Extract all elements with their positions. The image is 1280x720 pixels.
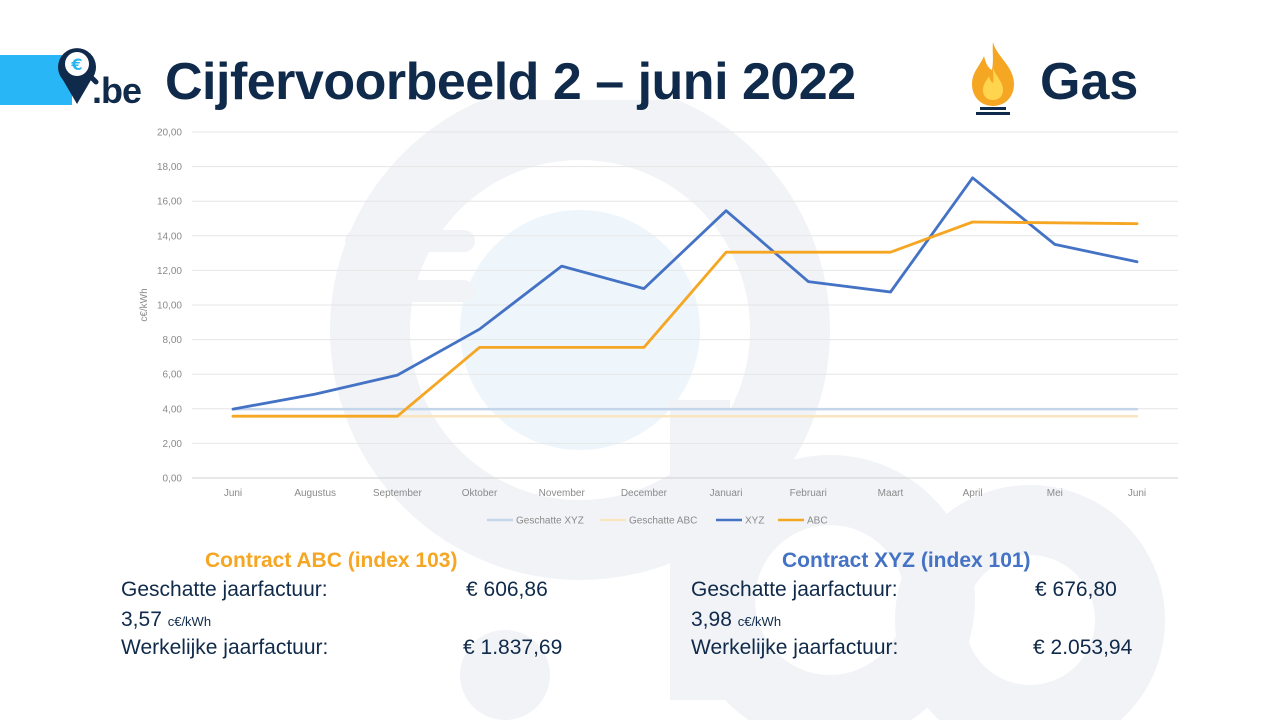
y-axis-label: c€/kWh [139,288,150,321]
contract-xyz-real-label: Werkelijke jaarfactuur: [691,636,899,659]
y-tick-label: 4,00 [163,404,183,415]
y-tick-label: 10,00 [157,301,182,312]
x-tick-label: Augustus [294,488,336,499]
contract-abc-rate-unit: c€/kWh [167,614,212,629]
subject-label: Gas [1040,53,1139,111]
y-tick-label: 14,00 [157,231,182,242]
contract-xyz-est-value: € 676,80 [1035,578,1117,601]
legend-label-xyz: XYZ [745,516,764,527]
contract-xyz-title: Contract XYZ (index 101) [782,549,1031,572]
y-tick-label: 0,00 [163,474,183,485]
legend-label-abc: ABC [807,516,828,527]
contract-xyz-est-label: Geschatte jaarfactuur: [691,578,898,601]
legend-label-geschatte-xyz: Geschatte XYZ [516,516,584,527]
y-tick-label: 8,00 [163,335,183,346]
x-tick-label: Juni [1128,488,1146,499]
contract-abc-real-value: € 1.837,69 [463,636,563,659]
x-tick-label: Maart [878,488,904,499]
y-tick-label: 18,00 [157,162,182,173]
y-tick-label: 6,00 [163,370,183,381]
euro-pin-icon: € [58,48,99,104]
x-tick-label: Mei [1047,488,1063,499]
y-tick-label: 2,00 [163,439,183,450]
svg-text:€: € [70,55,82,74]
series-line-abc [231,220,1139,418]
y-tick-label: 12,00 [157,266,182,277]
x-tick-label: Januari [710,488,743,499]
x-tick-label: September [373,488,423,499]
y-tick-label: 20,00 [157,128,182,139]
x-tick-label: Juni [224,488,242,499]
contract-abc-rate: 3,57 c€/kWh [121,608,211,632]
contract-abc-est-value: € 606,86 [466,578,548,601]
series-line-xyz [231,176,1139,411]
line-chart: 0,00 2,00 4,00 6,00 8,00 10,00 12,00 14,00 16,00… [139,128,1178,527]
legend-label-geschatte-abc: Geschatte ABC [629,516,697,527]
contract-xyz-rate-unit: c€/kWh [737,614,782,629]
x-tick-label: April [963,488,983,499]
contract-xyz-rate: 3,98 c€/kWh [691,608,781,632]
contract-abc-title: Contract ABC (index 103) [205,549,458,572]
logo-text: .be [92,70,142,111]
contract-xyz-rate-value: 3,98 [691,608,732,631]
x-tick-label: Februari [790,488,827,499]
page-title: Cijfervoorbeeld 2 – juni 2022 [165,53,856,111]
contract-abc-real-label: Werkelijke jaarfactuur: [121,636,329,659]
contract-xyz-real-value: € 2.053,94 [1033,636,1133,659]
contract-abc-est-label: Geschatte jaarfactuur: [121,578,328,601]
x-tick-label: December [621,488,668,499]
x-tick-label: November [539,488,586,499]
gas-flame-icon [972,42,1014,115]
y-tick-label: 16,00 [157,197,182,208]
contract-abc-rate-value: 3,57 [121,608,162,631]
x-tick-label: Oktober [462,488,498,499]
